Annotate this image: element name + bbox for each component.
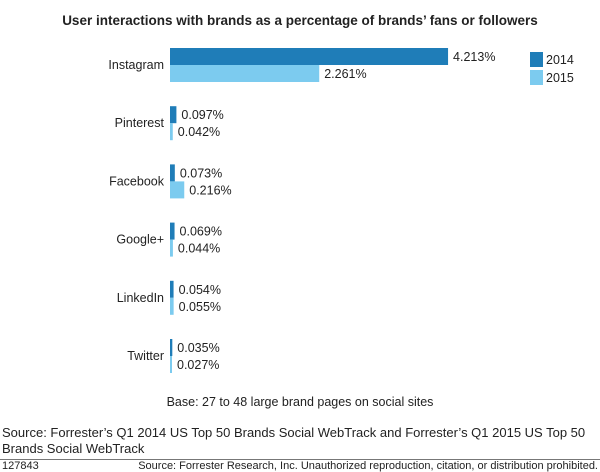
base-note: Base: 27 to 48 large brand pages on soci… xyxy=(167,395,434,409)
bar-2015 xyxy=(170,356,172,373)
category-label: Facebook xyxy=(109,174,165,188)
legend-swatch xyxy=(530,52,543,67)
bar-2015 xyxy=(170,123,173,141)
legend-label: 2015 xyxy=(546,71,574,85)
data-label: 0.073% xyxy=(180,166,222,180)
bar-chart: User interactions with brands as a perce… xyxy=(62,13,574,409)
data-label: 0.097% xyxy=(181,108,223,122)
category-label: LinkedIn xyxy=(117,291,164,305)
category-label: Twitter xyxy=(127,349,164,363)
bar-2014 xyxy=(170,280,174,298)
category-label: Google+ xyxy=(116,233,164,247)
data-label: 0.054% xyxy=(179,283,221,297)
bar-2015 xyxy=(170,181,185,199)
chart-title: User interactions with brands as a perce… xyxy=(62,13,538,28)
category-label: Pinterest xyxy=(115,116,165,130)
bar-2014 xyxy=(170,48,449,65)
data-label: 0.027% xyxy=(177,358,219,372)
divider xyxy=(0,459,600,460)
copyright-note: Source: Forrester Research, Inc. Unautho… xyxy=(138,460,598,472)
data-label: 2.261% xyxy=(324,67,366,81)
legend-swatch xyxy=(530,70,543,85)
legend-label: 2014 xyxy=(546,53,574,67)
category-label: Instagram xyxy=(108,58,164,72)
data-label: 0.216% xyxy=(189,183,231,197)
bar-2015 xyxy=(170,297,174,315)
data-label: 0.055% xyxy=(179,300,221,314)
data-label: 4.213% xyxy=(453,50,495,64)
bar-2015 xyxy=(170,239,173,257)
bar-2014 xyxy=(170,222,175,240)
figure-id: 127843 xyxy=(2,460,39,472)
data-label: 0.069% xyxy=(180,225,222,239)
data-label: 0.035% xyxy=(177,341,219,355)
bar-2015 xyxy=(170,65,320,82)
data-label: 0.042% xyxy=(178,125,220,139)
bar-2014 xyxy=(170,339,173,356)
bar-2014 xyxy=(170,106,177,124)
source-note: Source: Forrester’s Q1 2014 US Top 50 Br… xyxy=(2,425,586,456)
bar-2014 xyxy=(170,164,175,182)
data-label: 0.044% xyxy=(178,242,220,256)
